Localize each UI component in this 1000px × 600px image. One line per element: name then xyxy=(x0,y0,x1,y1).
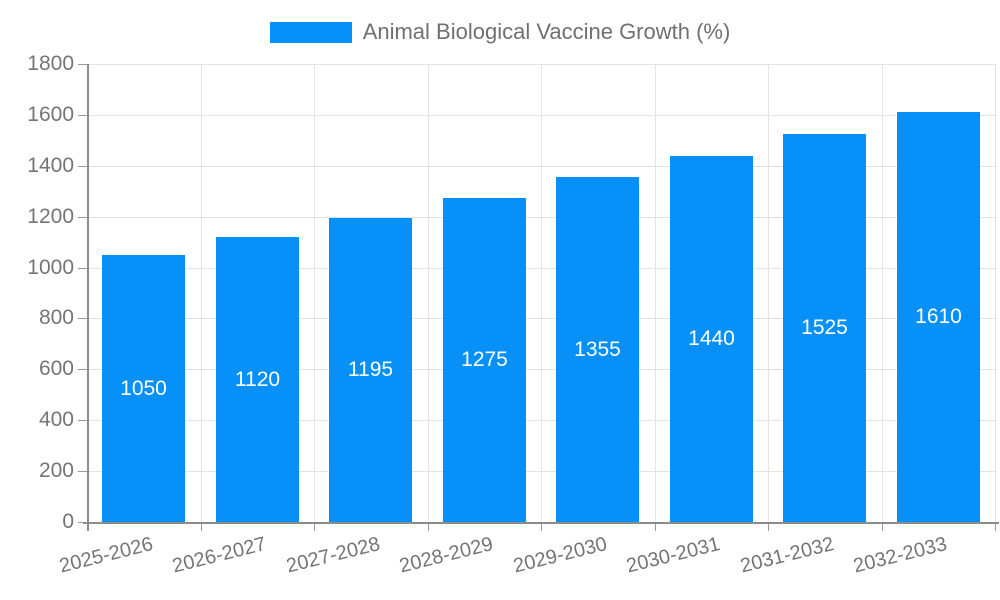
bar-value-label: 1050 xyxy=(120,376,167,400)
y-tick-mark xyxy=(78,166,87,167)
x-grid-line xyxy=(201,64,202,522)
x-tick-mark xyxy=(655,524,656,531)
bar[interactable]: 1610 xyxy=(897,112,980,522)
y-tick-mark xyxy=(78,268,87,269)
y-axis-tick-label: 1600 xyxy=(27,103,74,126)
y-axis-tick-label: 1800 xyxy=(27,52,74,75)
y-tick-mark xyxy=(78,420,87,421)
x-axis-line xyxy=(83,522,999,524)
y-tick-mark xyxy=(78,217,87,218)
y-tick-mark xyxy=(78,115,87,116)
legend-label[interactable]: Animal Biological Vaccine Growth (%) xyxy=(362,19,731,44)
bar-value-label: 1440 xyxy=(688,327,735,350)
y-axis-tick-label: 1000 xyxy=(27,256,74,279)
y-tick-mark xyxy=(78,522,87,523)
y-axis-tick-label: 1200 xyxy=(27,205,74,228)
bar-value-label: 1355 xyxy=(574,337,621,361)
x-tick-mark xyxy=(995,524,996,531)
y-axis-tick-label: 1400 xyxy=(27,154,74,177)
y-tick-mark xyxy=(78,471,87,472)
x-axis-tick-label: 2025-2026 xyxy=(57,533,156,578)
bar-value-label: 1525 xyxy=(801,316,848,339)
x-axis-tick-label: 2028-2029 xyxy=(397,533,496,578)
bar[interactable]: 1195 xyxy=(329,218,412,522)
y-axis-tick-label: 600 xyxy=(38,357,74,380)
bar-value-label: 1120 xyxy=(234,367,281,391)
x-tick-mark xyxy=(201,524,202,531)
legend[interactable]: Animal Biological Vaccine Growth (%) xyxy=(0,17,1000,47)
x-tick-mark xyxy=(768,524,769,531)
x-grid-line xyxy=(768,64,769,522)
y-axis-tick-label: 400 xyxy=(38,408,74,431)
y-tick-mark xyxy=(78,369,87,370)
bar[interactable]: 1525 xyxy=(783,134,866,522)
y-tick-mark xyxy=(78,318,87,319)
x-axis-tick-label: 2031-2032 xyxy=(738,533,837,578)
x-axis-tick-label: 2027-2028 xyxy=(284,533,383,578)
x-grid-line xyxy=(541,64,542,522)
x-axis-tick-label: 2029-2030 xyxy=(511,533,610,578)
x-grid-line xyxy=(655,64,656,522)
x-tick-mark xyxy=(428,524,429,531)
y-axis-line xyxy=(87,64,89,531)
bar-value-label: 1195 xyxy=(347,358,394,381)
x-grid-line xyxy=(314,64,315,522)
bar[interactable]: 1440 xyxy=(670,156,753,522)
bar-value-label: 1610 xyxy=(915,305,962,328)
bar[interactable]: 1120 xyxy=(216,237,299,522)
bar[interactable]: 1275 xyxy=(443,198,526,522)
x-tick-mark xyxy=(882,524,883,531)
bar[interactable]: 1355 xyxy=(556,177,639,522)
bar-value-label: 1275 xyxy=(461,348,508,371)
bar[interactable]: 1050 xyxy=(102,255,185,522)
x-axis-tick-label: 2026-2027 xyxy=(170,533,269,578)
legend-swatch[interactable] xyxy=(269,21,352,43)
y-tick-mark xyxy=(78,64,87,65)
y-axis-tick-label: 0 xyxy=(62,510,74,533)
x-tick-mark xyxy=(541,524,542,531)
x-grid-line xyxy=(995,64,996,522)
x-grid-line xyxy=(428,64,429,522)
x-tick-mark xyxy=(314,524,315,531)
x-axis-tick-label: 2032-2033 xyxy=(851,533,950,578)
x-axis-tick-label: 2030-2031 xyxy=(624,533,723,578)
x-grid-line xyxy=(882,64,883,522)
y-axis-tick-label: 200 xyxy=(38,459,74,482)
y-axis-tick-label: 800 xyxy=(38,306,74,329)
